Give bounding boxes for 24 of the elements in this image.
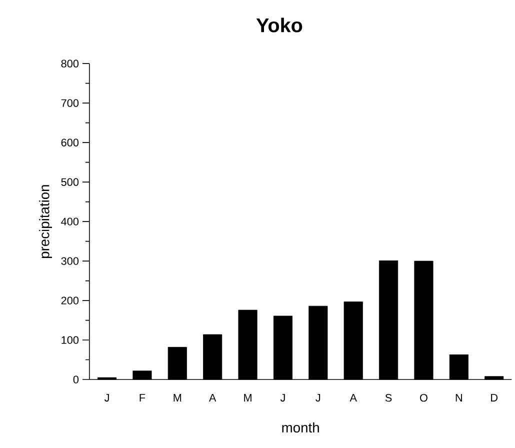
x-tick-label: M: [174, 394, 182, 402]
y-tick-label: 400: [61, 218, 79, 226]
x-axis-title: month: [282, 422, 319, 433]
y-tick-label: 700: [61, 99, 79, 107]
x-tick-label: J: [104, 394, 109, 402]
x-tick-label: O: [420, 394, 428, 402]
x-tick-label: A: [208, 394, 216, 402]
y-tick-label: 200: [61, 296, 79, 304]
y-tick-label: 0: [73, 376, 79, 384]
x-tick-label: J: [280, 394, 285, 402]
x-tick-label: S: [385, 394, 392, 402]
x-tick-label: D: [491, 394, 498, 402]
x-tick-label: A: [350, 394, 357, 402]
y-tick-label: 800: [61, 60, 79, 68]
x-tick-label: F: [140, 394, 146, 402]
x-tick-label: N: [456, 394, 462, 402]
y-tick-label: 600: [61, 138, 79, 146]
y-tick-label: 300: [61, 257, 79, 265]
y-tick-label: 500: [61, 178, 79, 186]
chart-title: Yoko: [256, 18, 302, 32]
y-axis-title: precipitation: [39, 185, 52, 258]
y-tick-label: 100: [62, 336, 79, 344]
x-tick-label: J: [316, 394, 320, 402]
x-tick-label: M: [244, 394, 252, 402]
